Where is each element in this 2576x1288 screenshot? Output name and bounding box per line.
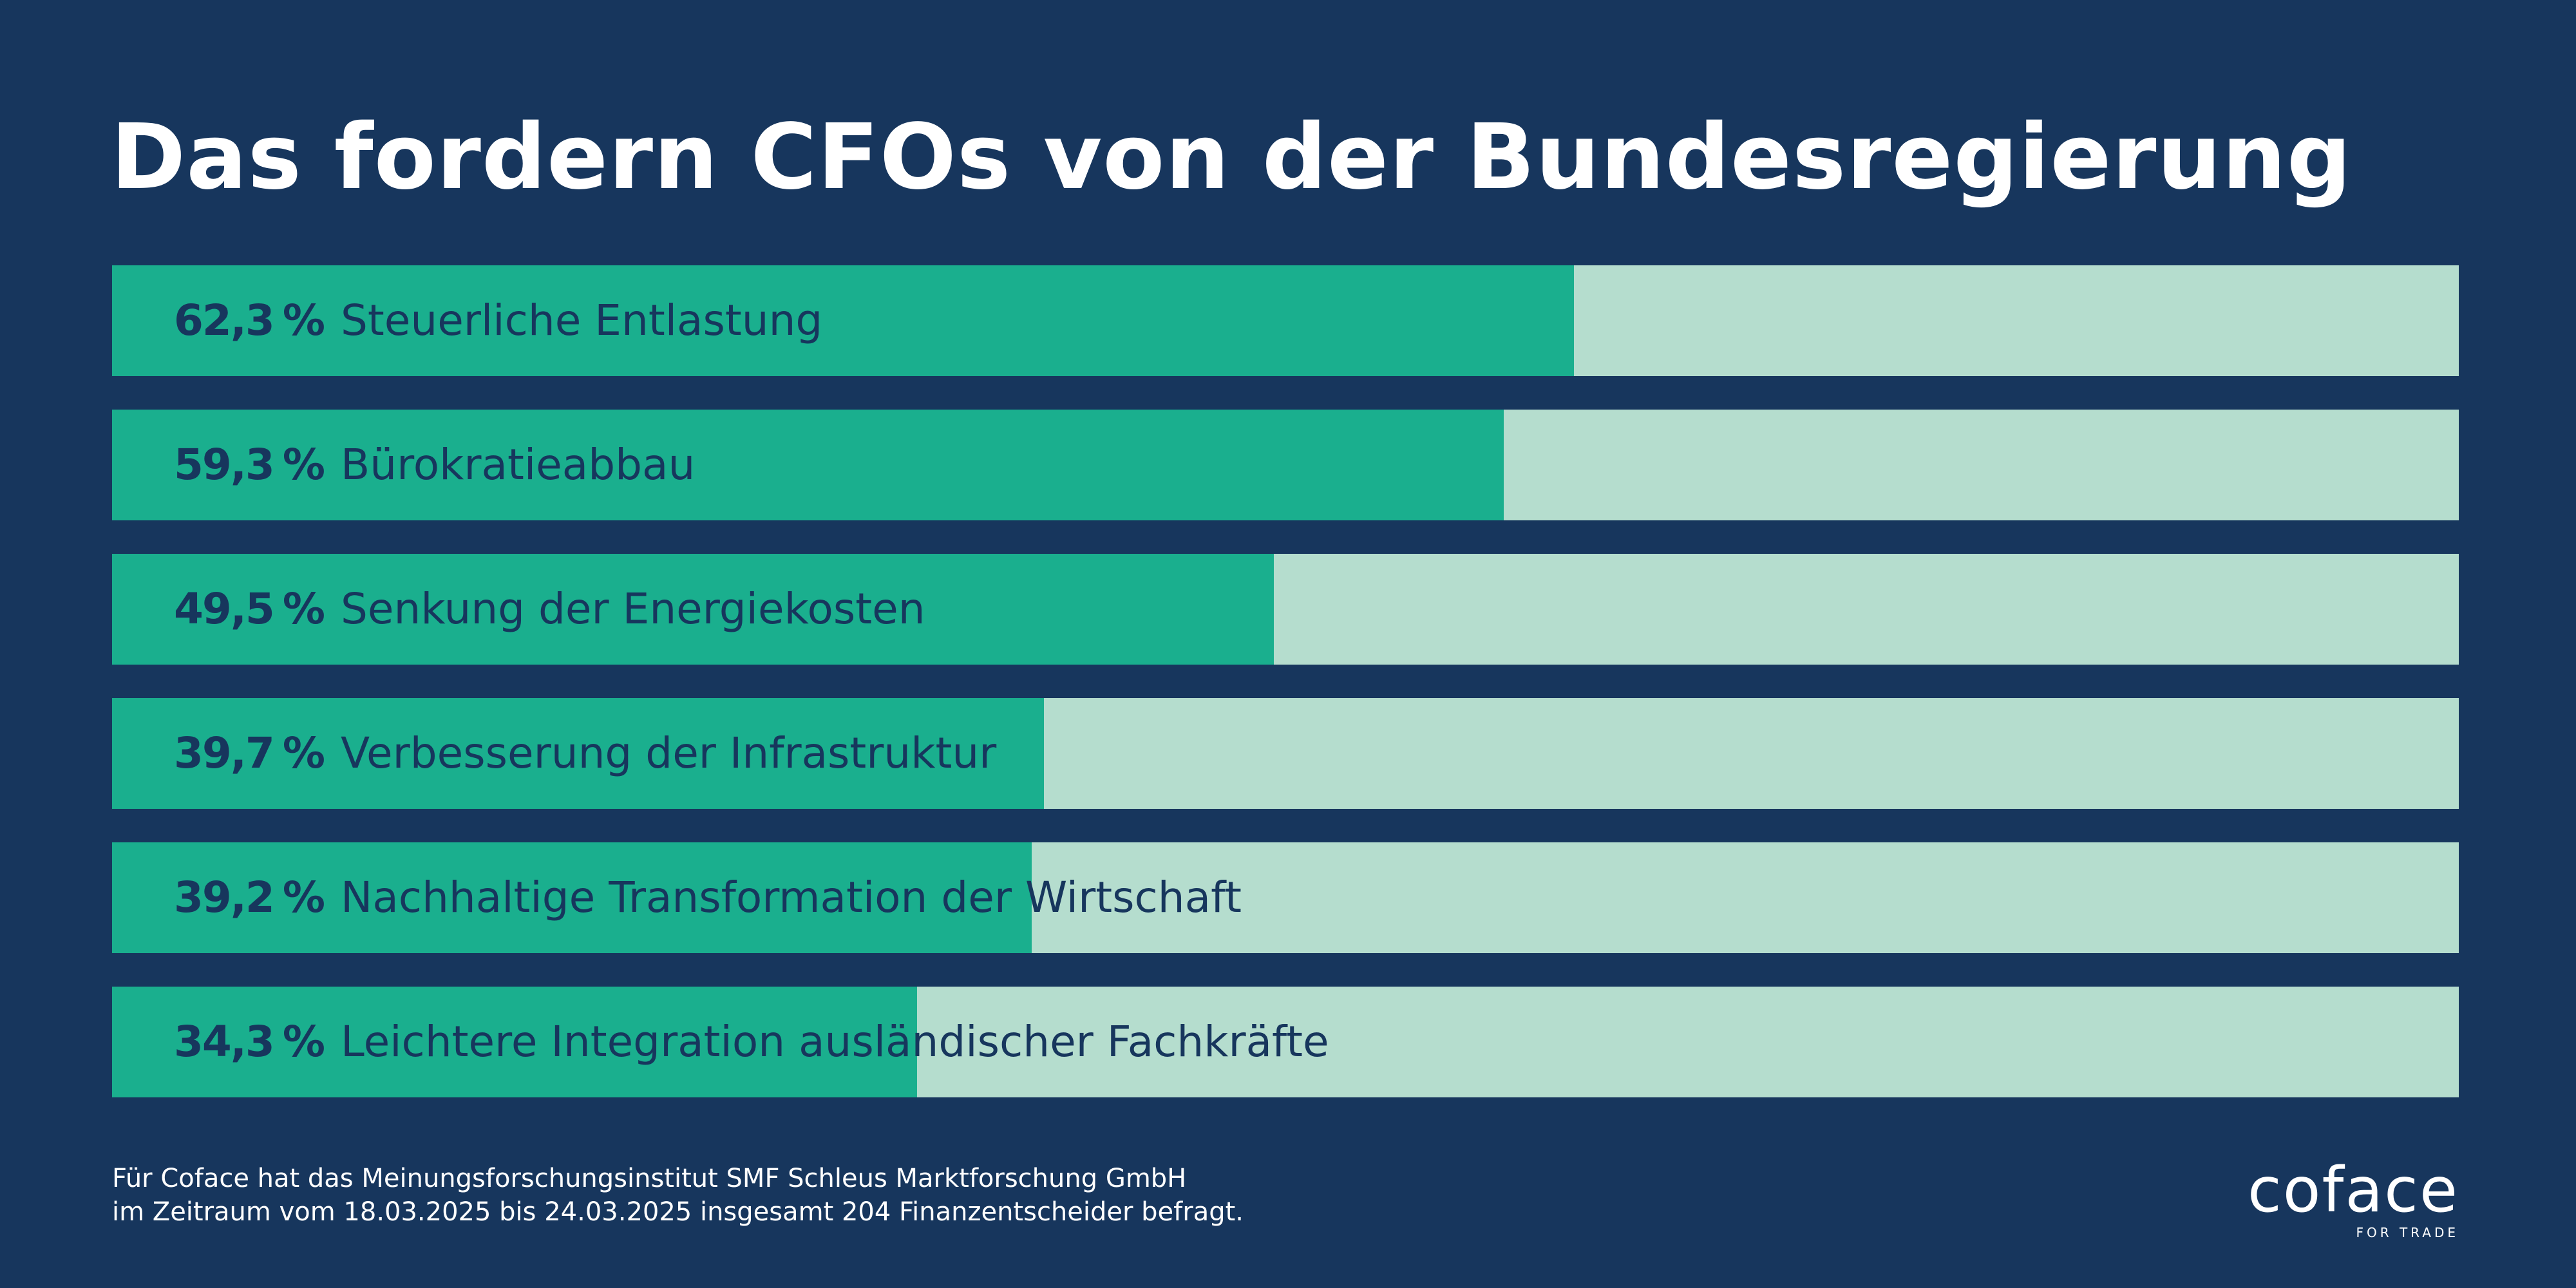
- bar: [112, 265, 1574, 376]
- category-label: Steuerliche Entlastung: [340, 296, 823, 345]
- data-label: 49,5: [174, 584, 275, 634]
- bar-label: 59,3% Bürokratieabbau: [174, 410, 695, 520]
- coface-logo: coface FOR TRADE: [2248, 1159, 2459, 1240]
- unit-label: %: [282, 728, 325, 778]
- bar-label: 34,3% Leichtere Integration ausländischer…: [174, 987, 1329, 1097]
- data-label: 62,3: [174, 296, 275, 345]
- data-label: 39,7: [174, 728, 275, 778]
- bar-label: 39,7% Verbesserung der Infrastruktur: [174, 698, 996, 809]
- bar: [112, 698, 1044, 809]
- bar-label: 39,2% Nachhaltige Transformation der Wirt…: [174, 842, 1242, 953]
- category-label: Nachhaltige Transformation der Wirtschaf…: [340, 873, 1242, 922]
- bar-label: 62,3% Steuerliche Entlastung: [174, 265, 822, 376]
- category-label: Bürokratieabbau: [340, 440, 696, 489]
- data-label: 34,3: [174, 1017, 275, 1066]
- bar-chart: 62,3% Steuerliche Entlastung 59,3% Bürokrat…: [112, 265, 2459, 1100]
- bar-track: 39,2% Nachhaltige Transformation der Wirt…: [112, 842, 2459, 953]
- bar-track: 39,7% Verbesserung der Infrastruktur: [112, 698, 2459, 809]
- bar: [112, 410, 1504, 520]
- logo-wordmark: coface: [2248, 1154, 2459, 1226]
- bar-track: 34,3% Leichtere Integration ausländischer…: [112, 987, 2459, 1097]
- unit-label: %: [282, 873, 325, 922]
- bar: [112, 842, 1032, 953]
- bar: [112, 987, 917, 1097]
- category-label: Senkung der Energiekosten: [340, 584, 925, 634]
- footnote-line-2: im Zeitraum vom 18.03.2025 bis 24.03.202…: [112, 1197, 1244, 1227]
- footnote-line-1: Für Coface hat das Meinungsforschungsins…: [112, 1164, 1187, 1193]
- bar-track: 59,3% Bürokratieabbau: [112, 410, 2459, 520]
- data-label: 59,3: [174, 440, 275, 489]
- category-label: Leichtere Integration ausländischer Fach…: [340, 1017, 1329, 1066]
- chart-title: Das fordern CFOs von der Bundesregierung: [111, 105, 2353, 210]
- bar-track: 49,5% Senkung der Energiekosten: [112, 554, 2459, 665]
- category-label: Verbesserung der Infrastruktur: [340, 728, 997, 778]
- bar-track: 62,3% Steuerliche Entlastung: [112, 265, 2459, 376]
- data-label: 39,2: [174, 873, 275, 922]
- unit-label: %: [282, 296, 325, 345]
- unit-label: %: [282, 440, 325, 489]
- survey-footnote: Für Coface hat das Meinungsforschungsins…: [112, 1162, 1244, 1229]
- logo-tagline: FOR TRADE: [2356, 1225, 2459, 1240]
- bar: [112, 554, 1274, 665]
- unit-label: %: [282, 1017, 325, 1066]
- bar-label: 49,5% Senkung der Energiekosten: [174, 554, 925, 665]
- unit-label: %: [282, 584, 325, 634]
